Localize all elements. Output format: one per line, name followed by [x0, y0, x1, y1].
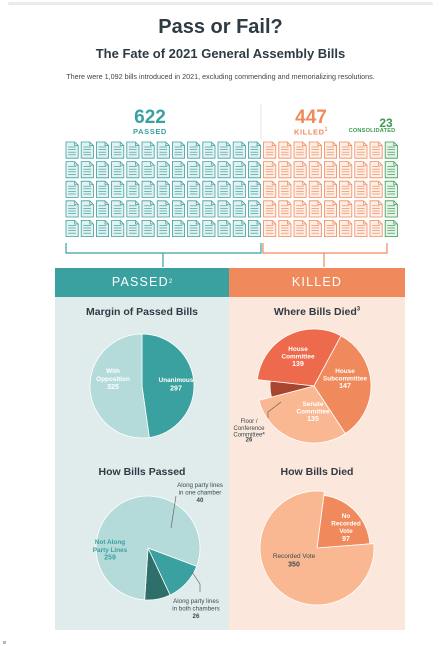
margin-chart-title: Margin of Passed Bills: [85, 306, 199, 318]
pie-slice: [259, 490, 375, 606]
slice-label-house-committee: House Committee 139: [281, 346, 314, 368]
one-chamber-leader-line: [170, 495, 177, 529]
passed-label: PASSED: [133, 127, 167, 136]
killed-label-text: KILLED: [293, 127, 325, 137]
killed-footnote: 1: [324, 127, 329, 133]
consolidated-label: CONSOLIDATED: [348, 128, 396, 134]
slice-label-recorded-vote: Recorded Vote 350: [273, 553, 316, 568]
how-died-chart-title: How Bills Died: [280, 466, 354, 478]
killed-band: KILLED: [229, 268, 405, 297]
passed-band-text: PASSED: [111, 275, 169, 289]
killed-label: KILLED1: [281, 128, 341, 136]
page-corner-mark: [3, 641, 6, 644]
page-subtitle: The Fate of 2021 General Assembly Bills: [95, 46, 346, 61]
slice-label-house-subcommittee: House Subcommittee 147: [323, 368, 367, 390]
passed-band-footnote: 2: [168, 279, 173, 285]
page-title: Pass or Fail?: [158, 16, 283, 38]
floor-leader-line: [267, 401, 282, 418]
top-divider: [8, 2, 433, 5]
slice-label-unanimous: Unanimous 297: [159, 377, 194, 393]
slice-label-both-chambers: Along party lines in both chambers 26: [172, 598, 219, 620]
pie-slice: [256, 328, 342, 387]
slice-label-senate-committee: Senate Committee 135: [296, 401, 329, 423]
slice-label-floor-conference: Floor / Conference Committee4 26: [233, 419, 265, 443]
passed-band: PASSED2: [55, 268, 229, 297]
slice-label-with-opposition: With Opposition 325: [96, 368, 130, 391]
where-chart-title-text: Where Bills Died: [273, 306, 357, 318]
where-chart-footnote: 3: [356, 306, 361, 313]
pie-slice: [89, 333, 150, 439]
pie-slice: [313, 335, 372, 435]
pie-slice: [316, 495, 371, 549]
passed-count: 622: [134, 107, 166, 128]
slice-label-not-along-party-lines: Not Along Party Lines 259: [93, 539, 128, 562]
killed-count: 447: [295, 107, 327, 128]
how-passed-chart-title: How Bills Passed: [98, 466, 186, 478]
pie-slice: [269, 380, 315, 398]
where-chart-title: Where Bills Died3: [229, 306, 405, 318]
slice-label-one-chamber: Along party lines in one chamber 40: [177, 482, 223, 504]
intro-note: There were 1,092 bills introduced in 202…: [66, 72, 375, 81]
pie-slice: [258, 385, 346, 444]
pie-slice: [141, 333, 195, 438]
pie-slice: [95, 495, 201, 601]
both-chambers-leader-line: [191, 571, 201, 592]
consolidated-count: 23: [379, 116, 393, 130]
slice-label-no-recorded-vote: No Recorded Vote 97: [331, 513, 361, 543]
